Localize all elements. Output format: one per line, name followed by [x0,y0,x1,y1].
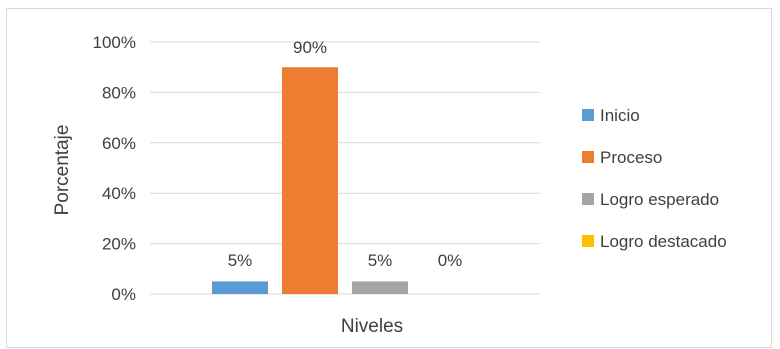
y-axis-title: Porcentaje [52,125,73,216]
legend-label: Logro destacado [600,232,727,251]
data-labels: 5% 90% 5% 0% [228,38,463,270]
data-label: 90% [293,38,327,57]
data-label: 0% [438,251,463,270]
legend-label: Proceso [600,148,662,167]
legend-swatch [582,235,594,247]
y-axis-ticks: 0% 20% 40% 60% 80% 100% [93,33,136,304]
bars [212,67,408,294]
y-tick-label: 0% [111,285,136,304]
data-label: 5% [368,251,393,270]
legend-label: Logro esperado [600,190,719,209]
x-axis-title: Niveles [341,316,403,337]
legend-swatch [582,151,594,163]
gridlines [150,41,540,295]
y-tick-label: 60% [102,134,136,153]
bar-inicio [212,281,268,294]
bar-proceso [282,67,338,294]
legend: Inicio Proceso Logro esperado Logro destaca… [582,106,727,251]
y-tick-label: 40% [102,184,136,203]
bar-logro-esperado [352,281,408,294]
y-tick-label: 100% [93,33,136,52]
legend-swatch [582,109,594,121]
y-tick-label: 20% [102,235,136,254]
legend-label: Inicio [600,106,640,125]
data-label: 5% [228,251,253,270]
legend-swatch [582,193,594,205]
y-tick-label: 80% [102,83,136,102]
